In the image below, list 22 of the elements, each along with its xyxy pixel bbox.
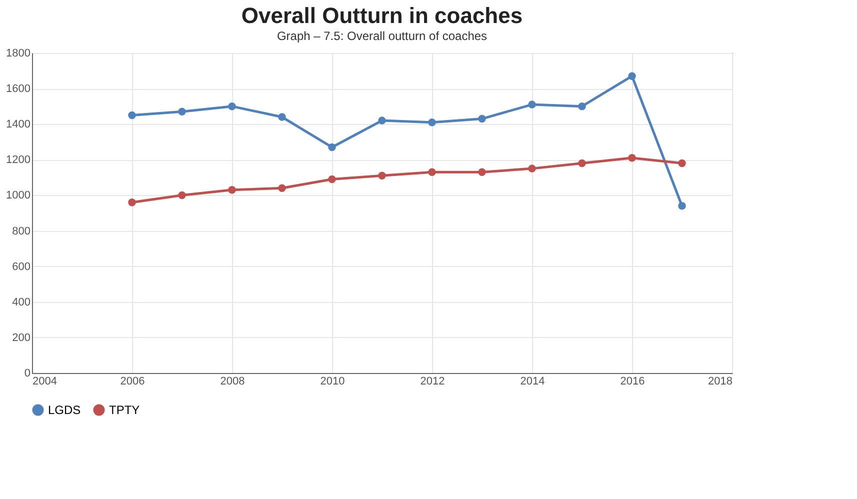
x-tick-label: 2016	[620, 376, 645, 388]
x-tick-label: 2006	[120, 376, 145, 388]
y-tick-label: 200	[12, 332, 30, 344]
y-tick-label: 0	[24, 368, 30, 380]
y-tick-label: 1400	[6, 118, 30, 131]
x-tick-label: 2018	[708, 376, 732, 388]
text: Graph – 7.5: Overall outturn of coaches	[276, 29, 488, 43]
y-tick-label: 1600	[6, 83, 30, 96]
legend-label: TPTY	[109, 403, 140, 417]
y-tick-label: 800	[12, 225, 30, 238]
y-tick-label: 400	[12, 296, 30, 308]
x-tick-label: 2014	[520, 376, 545, 388]
x-tick-label: 2008	[220, 376, 245, 388]
x-tick-label: 2010	[320, 376, 345, 388]
y-tick-label: 1000	[6, 190, 30, 202]
y-tick-label: 1200	[6, 154, 30, 166]
x-tick-label: 2012	[420, 376, 445, 388]
legend-label: LGDS	[48, 403, 81, 417]
chart-title: Overall Outturn in coaches	[241, 3, 523, 28]
y-tick-label: 1800	[6, 48, 30, 60]
x-tick-label: 2004	[32, 376, 57, 388]
y-tick-label: 600	[12, 260, 30, 273]
